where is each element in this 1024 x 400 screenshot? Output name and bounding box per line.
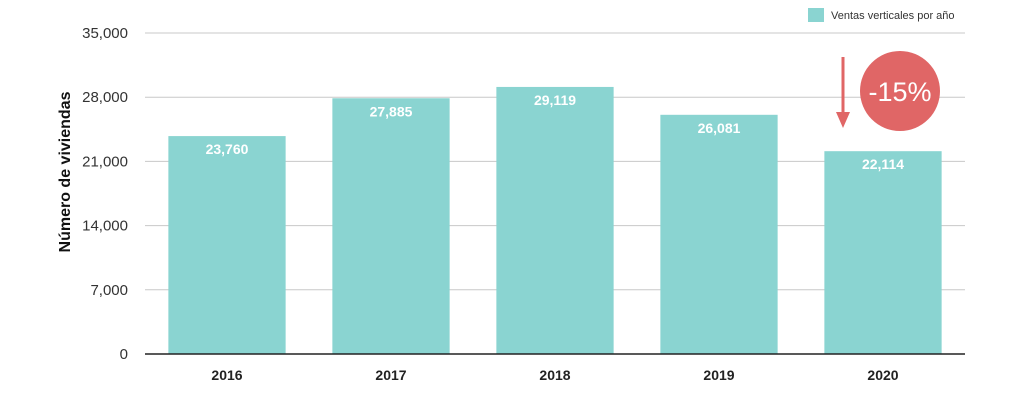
y-tick-label: 35,000: [82, 25, 128, 42]
bar-value-label: 23,760: [206, 141, 249, 157]
x-tick-label: 2016: [211, 367, 242, 383]
y-tick-label: 21,000: [82, 153, 128, 170]
legend: Ventas verticales por año: [808, 8, 955, 22]
bar-2016: [168, 136, 286, 354]
labels-layer: 23,760 27,885 29,119 26,081 22,114: [206, 92, 905, 172]
bar-value-label: 27,885: [370, 103, 413, 119]
y-tick-label: 0: [120, 346, 128, 363]
down-arrow-head-icon: [836, 112, 850, 128]
bar-2017: [332, 98, 450, 354]
legend-label: Ventas verticales por año: [831, 10, 955, 22]
axis-layer: 0 7,000 14,000 21,000 28,000 35,000 2016 2017 20…: [82, 25, 965, 383]
y-tick-label: 7,000: [90, 282, 128, 299]
y-tick-label: 28,000: [82, 89, 128, 106]
bar-value-label: 29,119: [534, 92, 576, 108]
x-tick-label: 2017: [375, 367, 406, 383]
bars-layer: [168, 86, 942, 355]
percent-change-badge: [860, 51, 940, 131]
x-tick-label: 2020: [867, 367, 898, 383]
percent-change-label: -15%: [868, 77, 931, 107]
bar-2018: [496, 86, 614, 355]
bar-value-label: 26,081: [698, 120, 741, 136]
decline-annotation: -15%: [836, 51, 940, 131]
bar-2019: [660, 114, 778, 354]
x-tick-label: 2018: [539, 367, 570, 383]
bar-2020: [824, 151, 942, 354]
y-tick-label: 14,000: [82, 218, 128, 235]
y-axis-title: Número de viviendas: [57, 91, 74, 252]
bar-value-label: 22,114: [862, 156, 904, 172]
legend-swatch: [808, 8, 824, 22]
x-tick-label: 2019: [703, 367, 734, 383]
